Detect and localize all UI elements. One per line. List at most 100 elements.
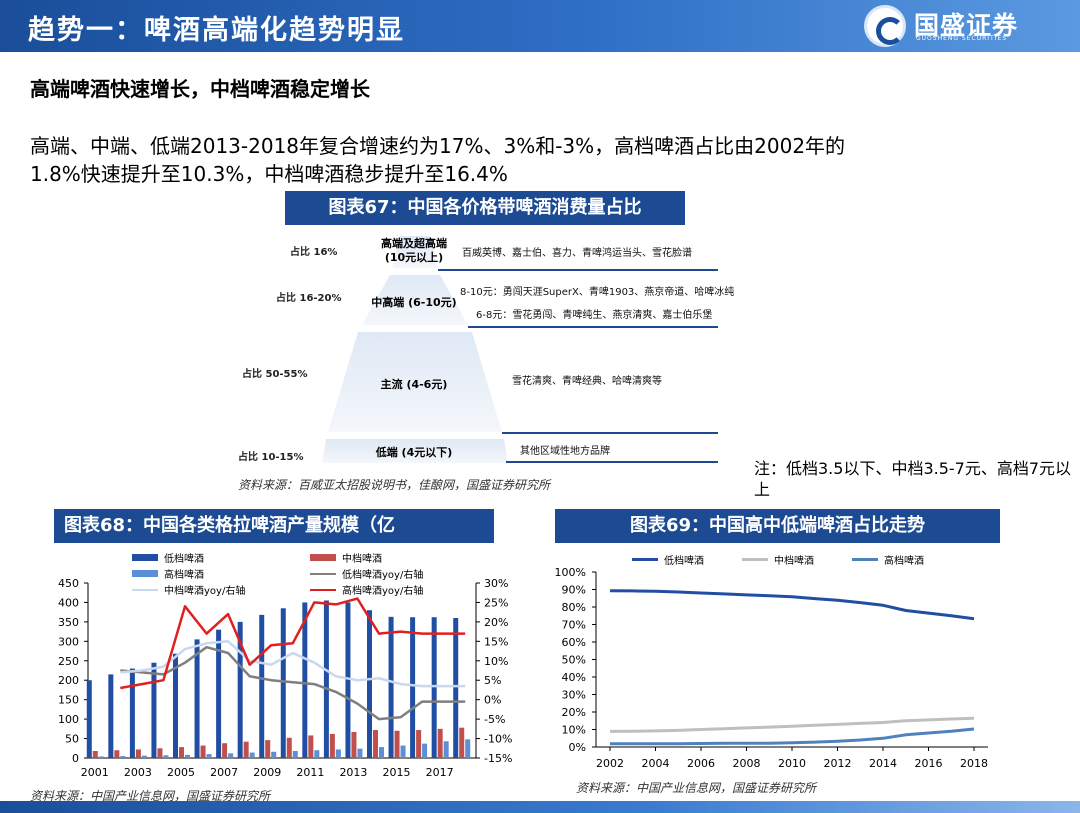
tier-share-4: 占比 10-15% [238,452,304,463]
fig68-bar [157,748,163,758]
fig68-x-tick-label: 2017 [426,766,454,779]
fig68-bar [280,608,286,758]
fig68-left-tick-label: 50 [65,733,79,746]
fig69-x-tick-label: 2004 [642,757,670,770]
logo-subtext: GUOSHENG SECURITIES [916,35,1008,42]
fig69-x-tick-label: 2002 [596,757,624,770]
fig69-x-tick-label: 2016 [915,757,943,770]
tier-share-2: 占比 16-20% [276,293,342,304]
fig68-bar [410,617,416,758]
fig68-bar [228,753,234,758]
fig69-source: 资料来源：中国产业信息网，国盛证券研究所 [576,781,817,795]
fig68-bar [179,747,184,758]
tier-divider-3 [502,432,718,434]
fig69-legend-low: 低档啤酒 [632,552,704,567]
fig68-bar [206,754,212,758]
fig68-left-tick-label: 300 [58,635,79,648]
fig68-right-tick-label: -10% [484,733,512,746]
fig68-bar [86,680,92,758]
fig68-bar [394,730,400,758]
fig68-bar [120,756,126,758]
tier-divider-4 [506,461,718,463]
fig68-x-tick-label: 2003 [124,766,152,779]
fig69-y-tick-label: 40% [562,671,586,684]
pyramid-tier-middle [328,332,502,432]
fig69-y-tick-label: 80% [562,601,586,614]
fig68-legend-high-yoy: 高档啤酒yoy/右轴 [310,582,423,597]
fig68-left-tick-label: 100 [58,713,79,726]
fig68-bar [379,747,384,758]
fig68-x-tick-label: 2015 [383,766,411,779]
fig68-bar [373,730,378,758]
fig68-x-tick-label: 2009 [253,766,281,779]
fig68-bar [431,617,437,758]
fig68-bar [400,745,406,758]
fig69-y-tick-label: 70% [562,619,586,632]
fig68-legend-high: 高档啤酒 [132,566,204,581]
fig68-bar [200,745,206,758]
fig69-chart: 0% 10% 20% 30% 40% 50% 60% 70% 80% 90% 100% 2002 200… [555,566,988,770]
fig68-bar [308,735,314,758]
fig68-bar [108,674,114,758]
tier-brands-3: 雪花清爽、青啤经典、哈啤清爽等 [512,376,662,387]
fig68-title: 图表68：中国各类格拉啤酒产量规模（亿 [54,509,494,543]
fig68-bar [243,741,249,758]
fig68-bar [422,743,428,758]
fig68-bar [237,621,243,758]
fig69-x-tick-label: 2012 [824,757,852,770]
fig68-left-tick-label: 350 [58,616,79,629]
price-note: 注：低档3.5以下、中档3.5-7元、高档7元以上 [754,459,1072,499]
fig69-x-tick-label: 2014 [869,757,897,770]
summary-paragraph: 高端、中端、低端2013-2018年复合增速约为17%、3%和-3%，高档啤酒占… [30,132,1030,188]
pyramid-tier-upper [362,275,468,325]
fig68-bar [314,750,320,758]
fig69-x-tick-label: 2010 [778,757,806,770]
fig69-legend-mid: 中档啤酒 [742,552,814,567]
logo-text: 国盛证券 [914,11,1019,40]
tier-divider-1 [438,269,718,271]
fig68-bar [194,639,200,758]
pyramid-tier-base [322,439,508,463]
fig68-chart: 0 50 100 150 200 250 300 350 400 450 -15% -10% -5% 0%… [58,577,512,779]
fig68-bar [114,750,120,758]
fig68-bar [259,614,265,758]
fig68-source: 资料来源：中国产业信息网，国盛证券研究所 [30,789,271,803]
fig67-source: 资料来源：百威亚太招股说明书，佳酿网，国盛证券研究所 [238,478,551,492]
fig69-x-tick-label: 2006 [687,757,715,770]
tier-name-2: 中高端 (6-10元) [371,296,457,309]
fig68-bar [141,755,147,758]
fig68-bar [465,739,471,758]
fig68-x-tick-label: 2005 [167,766,195,779]
fig68-bar [329,733,335,758]
fig69-y-tick-label: 50% [562,654,586,667]
fig68-bar [249,752,255,758]
pyramid-tier-top [392,236,438,268]
fig69-line [609,589,975,621]
fig68-left-tick-label: 450 [58,577,79,590]
fig69-y-tick-label: 10% [562,724,586,737]
logo-emblem-icon [864,5,906,47]
fig69-y-tick-label: 60% [562,636,586,649]
summary-line-2: 1.8%快速提升至10.3%，中档啤酒稳步提升至16.4% [30,162,508,186]
fig68-right-tick-label: 0% [484,694,501,707]
fig68-right-tick-label: 20% [484,616,508,629]
fig68-left-tick-label: 150 [58,694,79,707]
fig69-y-tick-label: 100% [555,566,586,579]
fig69-y-tick-label: 90% [562,584,586,597]
fig69-x-tick-label: 2008 [733,757,761,770]
fig69-y-tick-label: 20% [562,706,586,719]
tier-share-1: 占比 16% [290,247,338,258]
page-title: 趋势一：啤酒高端化趋势明显 [28,15,405,46]
fig69-y-tick-label: 0% [569,741,586,754]
fig68-bar [459,727,465,758]
fig68-bar [357,748,363,758]
fig68-left-tick-label: 0 [72,752,79,765]
tier-brands-2a: 8-10元：勇闯天涯SuperX、青啤1903、燕京帝道、哈啤冰纯 [460,287,735,298]
fig69-y-tick-label: 30% [562,689,586,702]
tier-name-1-line1: 高端及超高端 [381,237,447,250]
fig68-right-tick-label: 10% [484,655,508,668]
fig68-bar [286,737,292,758]
tier-name-3: 主流 (4-6元) [380,378,448,391]
fig68-x-tick-label: 2011 [296,766,324,779]
fig69-x-tick-label: 2018 [960,757,988,770]
